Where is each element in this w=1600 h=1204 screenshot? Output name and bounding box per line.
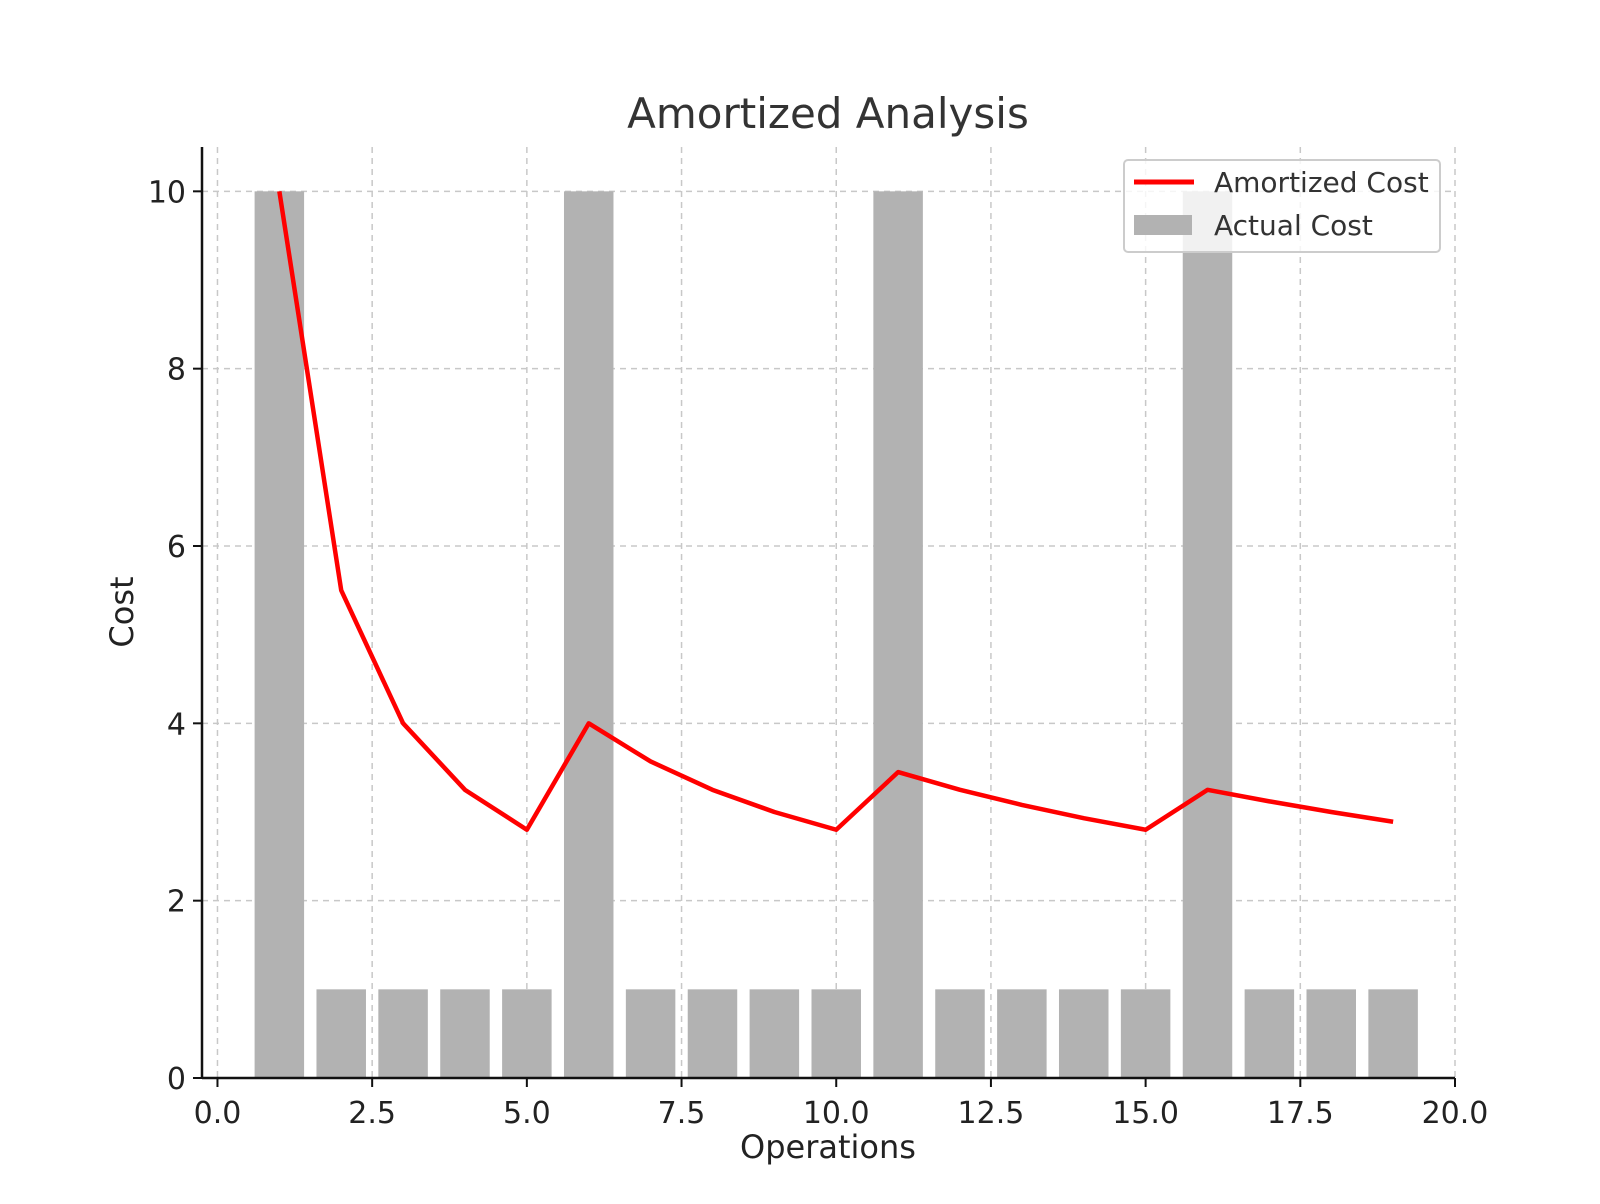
bar-actual-cost	[749, 989, 800, 1078]
x-tick-label: 17.5	[1267, 1096, 1334, 1131]
line-amortized-cost	[277, 190, 1394, 832]
tick-layer: 0.0 2.5 5.0 7.5 10.0 12.5 15.0 17.5 20.0 0 2 4 6 8 10	[148, 175, 1489, 1131]
bar-actual-cost	[563, 191, 614, 1079]
x-tick-label: 2.5	[348, 1096, 396, 1131]
y-axis-label: Cost	[103, 576, 141, 647]
bar-actual-cost	[1306, 989, 1356, 1078]
bar-actual-cost	[502, 989, 552, 1078]
bar-actual-cost	[1368, 989, 1418, 1078]
bar-layer	[254, 191, 1418, 1079]
x-tick-label: 0.0	[194, 1096, 242, 1131]
y-tick-label: 8	[167, 353, 186, 388]
bar-actual-cost	[254, 191, 305, 1079]
x-tick-label: 15.0	[1112, 1096, 1179, 1131]
bar-actual-cost	[440, 989, 490, 1078]
legend-box	[1123, 159, 1441, 253]
bar-actual-cost	[997, 989, 1047, 1078]
bar-actual-cost	[873, 191, 923, 1079]
bar-actual-cost	[1058, 989, 1109, 1078]
bar-actual-cost	[935, 989, 985, 1078]
bar-actual-cost	[1120, 989, 1171, 1078]
bar-actual-cost	[1182, 191, 1233, 1079]
chart-title: Amortized Analysis	[627, 89, 1029, 138]
y-tick-label: 2	[167, 885, 186, 920]
axes-layer	[200, 147, 1455, 1080]
x-tick-label: 7.5	[658, 1096, 706, 1131]
legend: Amortized Cost Actual Cost	[1123, 159, 1441, 253]
x-axis-label: Operations	[740, 1128, 916, 1166]
bar-actual-cost	[811, 989, 861, 1078]
bar-actual-cost	[625, 989, 676, 1078]
bar-actual-cost	[1244, 989, 1295, 1078]
legend-bar-swatch	[1134, 215, 1192, 235]
bar-actual-cost	[316, 989, 366, 1078]
x-tick-label: 5.0	[503, 1096, 551, 1131]
line-layer	[277, 190, 1394, 832]
grid-layer	[202, 147, 1456, 1079]
x-tick-label: 20.0	[1422, 1096, 1489, 1131]
y-tick-label: 0	[167, 1062, 186, 1097]
x-tick-label: 10.0	[803, 1096, 870, 1131]
x-tick-label: 12.5	[958, 1096, 1025, 1131]
bar-actual-cost	[378, 989, 428, 1078]
y-tick-label: 4	[167, 707, 186, 742]
legend-label-amortized-cost: Amortized Cost	[1214, 166, 1429, 199]
bar-actual-cost	[687, 989, 738, 1078]
legend-label-actual-cost: Actual Cost	[1214, 209, 1373, 242]
y-tick-label: 6	[167, 530, 186, 565]
y-tick-label: 10	[148, 175, 186, 210]
